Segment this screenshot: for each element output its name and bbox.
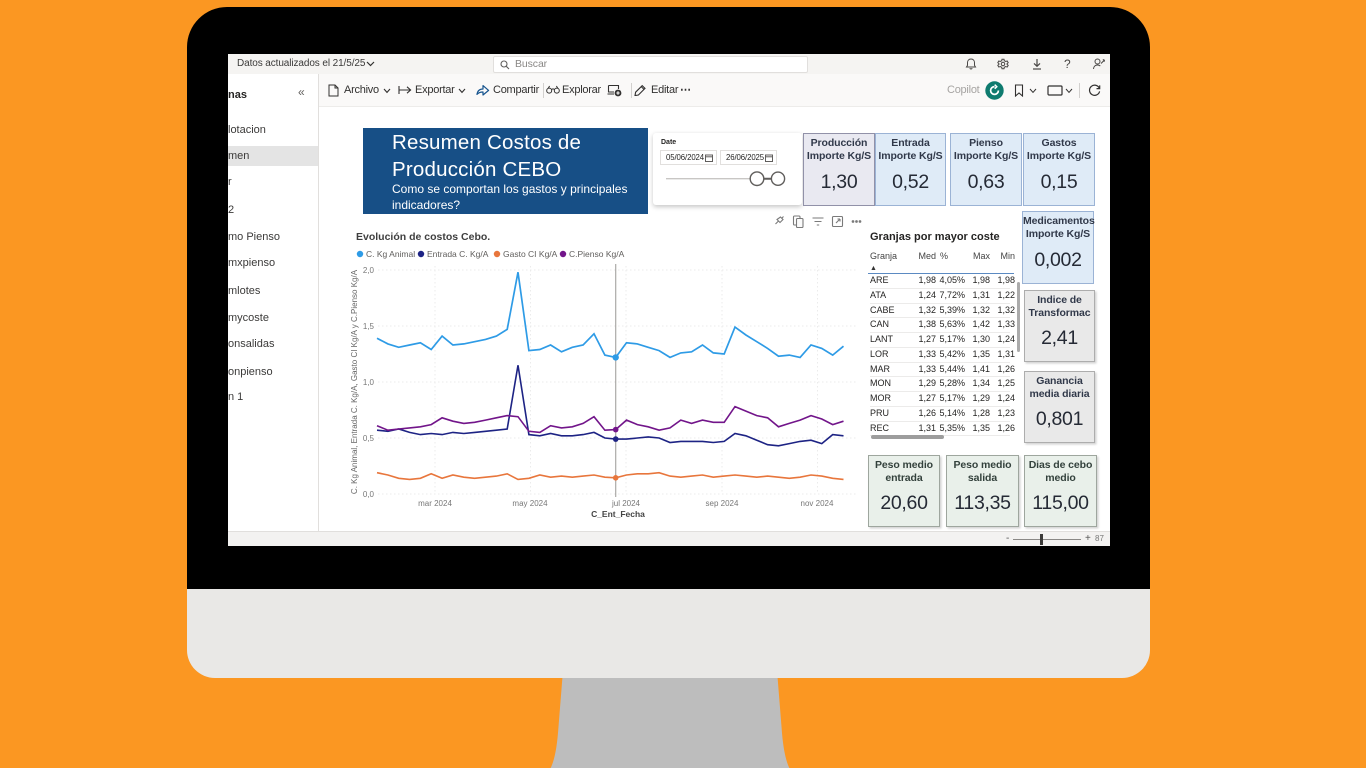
svg-text:1,5: 1,5: [363, 322, 375, 331]
svg-text:C.Pienso Kg/A: C.Pienso Kg/A: [569, 249, 625, 259]
svg-text:Entrada C. Kg/A: Entrada C. Kg/A: [427, 249, 489, 259]
svg-text:sep 2024: sep 2024: [706, 499, 739, 508]
svg-text:jul 2024: jul 2024: [611, 499, 641, 508]
svg-text:C_Ent_Fecha: C_Ent_Fecha: [591, 509, 645, 519]
svg-text:may 2024: may 2024: [512, 499, 548, 508]
svg-text:0,0: 0,0: [363, 490, 375, 499]
svg-text:C. Kg Animal: C. Kg Animal: [366, 249, 415, 259]
svg-text:2,0: 2,0: [363, 266, 375, 275]
svg-text:nov 2024: nov 2024: [801, 499, 834, 508]
svg-text:mar 2024: mar 2024: [418, 499, 452, 508]
svg-text:1,0: 1,0: [363, 378, 375, 387]
svg-text:0,5: 0,5: [363, 434, 375, 443]
svg-text:Gasto CI Kg/A: Gasto CI Kg/A: [503, 249, 558, 259]
svg-text:C. Kg Animal, Entrada C. Kg/A,: C. Kg Animal, Entrada C. Kg/A, Gasto CI …: [350, 269, 359, 494]
svg-text:Evolución de costos Cebo.: Evolución de costos Cebo.: [356, 231, 490, 243]
